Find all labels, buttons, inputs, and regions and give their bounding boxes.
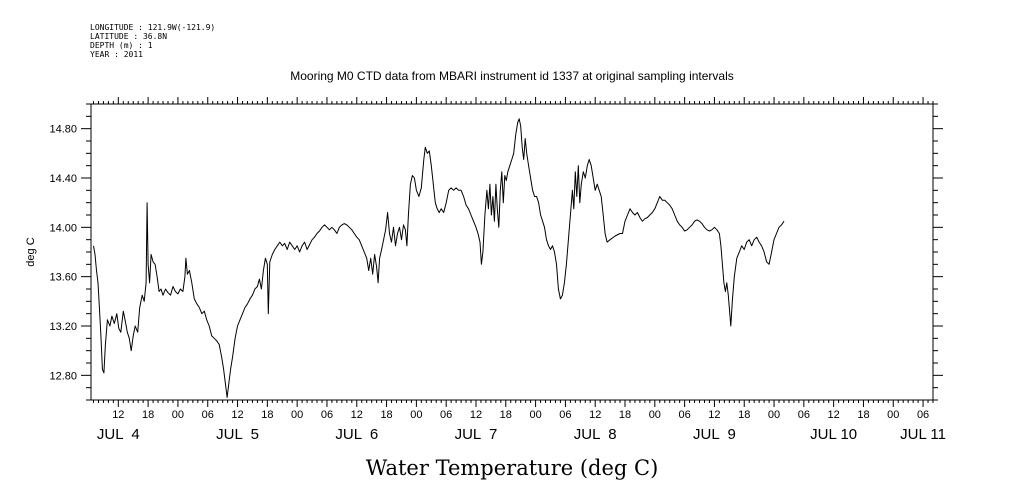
plot-frame — [90, 103, 934, 401]
y-axis-label: deg C — [25, 237, 37, 266]
meta-latitude: LATITUDE : 36.8N — [90, 32, 167, 41]
y-tick-label: 13.60 — [49, 272, 77, 284]
x-tick-label: 00 — [887, 409, 899, 421]
series-group — [93, 118, 785, 398]
x-tick-label: 18 — [261, 409, 273, 421]
series-line-0 — [93, 118, 785, 398]
meta-year: YEAR : 2011 — [90, 50, 143, 59]
y-tick-label: 14.40 — [49, 173, 77, 185]
y-tick-label: 13.20 — [49, 321, 77, 333]
x-tick-label: 00 — [172, 409, 184, 421]
x-tick-label: 06 — [917, 409, 929, 421]
x-day-label: JUL 9 — [693, 426, 736, 443]
y-tick-label: 12.80 — [49, 370, 77, 382]
y-tick-label: 14.80 — [49, 124, 77, 136]
x-tick-label: 00 — [410, 409, 422, 421]
x-tick-label: 06 — [321, 409, 333, 421]
x-tick-label: 12 — [470, 409, 482, 421]
x-tick-label: 12 — [231, 409, 243, 421]
x-tick-label: 12 — [708, 409, 720, 421]
x-day-label: JUL 10 — [810, 426, 857, 443]
x-tick-label: 12 — [589, 409, 601, 421]
y-tick-label: 14.00 — [49, 222, 77, 234]
x-tick-label: 06 — [202, 409, 214, 421]
x-tick-label: 18 — [500, 409, 512, 421]
x-tick-label: 06 — [678, 409, 690, 421]
x-tick-label: 12 — [112, 409, 124, 421]
metadata-block: LONGITUDE : 121.9W(-121.9) LATITUDE : 36… — [90, 23, 215, 59]
x-day-label: JUL 5 — [216, 426, 259, 443]
meta-depth: DEPTH (m) : 1 — [90, 41, 153, 50]
x-axis-label: Water Temperature (deg C) — [366, 456, 659, 480]
x-tick-label: 12 — [351, 409, 363, 421]
x-tick-label: 00 — [529, 409, 541, 421]
x-tick-label: 00 — [768, 409, 780, 421]
x-axis: 12 18 00 06 12 18 00 06 12 18 00 06 12 18 00 06 12 18 00 06… — [92, 97, 946, 443]
x-day-label: JUL 7 — [455, 426, 498, 443]
x-tick-label: 12 — [828, 409, 840, 421]
x-day-label: JUL 4 — [97, 426, 140, 443]
x-tick-label: 00 — [291, 409, 303, 421]
x-tick-label: 18 — [380, 409, 392, 421]
x-tick-label: 18 — [142, 409, 154, 421]
x-tick-label: 06 — [559, 409, 571, 421]
x-day-label: JUL 6 — [335, 426, 378, 443]
x-tick-label: 00 — [649, 409, 661, 421]
chart-title: Mooring M0 CTD data from MBARI instrumen… — [290, 69, 734, 83]
x-tick-label: 18 — [619, 409, 631, 421]
x-tick-label: 18 — [857, 409, 869, 421]
x-day-label: JUL 11 — [900, 426, 946, 443]
x-tick-label: 18 — [738, 409, 750, 421]
x-tick-label: 06 — [440, 409, 452, 421]
y-axis: 12.80 13.20 13.60 14.00 14.40 14.80 — [49, 103, 943, 401]
x-day-label: JUL 8 — [574, 426, 617, 443]
x-tick-label: 06 — [798, 409, 810, 421]
meta-longitude: LONGITUDE : 121.9W(-121.9) — [90, 23, 215, 32]
